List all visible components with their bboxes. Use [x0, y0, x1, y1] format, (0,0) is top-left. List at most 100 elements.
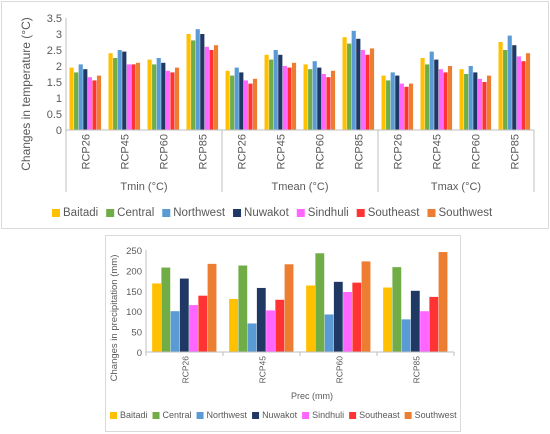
bar-central-rcp45 — [238, 265, 248, 352]
bar-southwest-rcp85 — [369, 48, 375, 130]
category-label: RCP85 — [354, 134, 366, 169]
y-tick-label: 100 — [126, 307, 142, 318]
bar-sindhuli-rcp45 — [126, 64, 131, 130]
category-label: RCP26 — [181, 356, 191, 384]
group-label-tmean-c: Tmean (°C) — [272, 181, 329, 193]
bar-northwest-rcp45 — [247, 323, 257, 352]
legend-item-southwest: Southwest — [404, 410, 458, 420]
bar-sindhuli-rcp85 — [516, 56, 521, 130]
bar-northwest-rcp60 — [324, 314, 334, 352]
bar-central-rcp26 — [230, 75, 235, 130]
legend-item-northwest: Northwest — [196, 410, 248, 420]
bar-central-rcp85 — [347, 43, 352, 130]
bar-southwest-rcp45 — [447, 66, 453, 130]
bar-southeast-rcp45 — [287, 67, 292, 130]
bar-baitadi-rcp85 — [498, 42, 503, 130]
precipitation-y-axis-title: Changes in precipitation (mm) — [109, 255, 120, 382]
bar-baitadi-rcp45 — [229, 298, 238, 352]
bar-southwest-rcp60 — [361, 261, 371, 352]
bar-sindhuli-rcp45 — [266, 310, 275, 352]
bar-sindhuli-rcp85 — [204, 46, 209, 130]
legend-label: Sindhuli — [312, 410, 344, 420]
legend-item-baitadi: Baitadi — [52, 207, 98, 219]
legend-label: Northwest — [173, 207, 226, 219]
legend-swatch — [106, 209, 115, 217]
bar-southwest-rcp26 — [207, 263, 217, 352]
legend-swatch — [152, 412, 160, 419]
bar-southeast-rcp26 — [92, 80, 97, 130]
category-label: RCP45 — [276, 134, 288, 169]
bar-sindhuli-rcp60 — [477, 78, 482, 130]
legend-label: Southeast — [359, 410, 400, 420]
category-label: RCP85 — [412, 356, 422, 384]
bar-southeast-rcp45 — [275, 299, 285, 352]
bar-sindhuli-rcp26 — [243, 80, 248, 130]
bar-nuwakot-rcp26 — [395, 75, 400, 130]
category-label: RCP85 — [198, 134, 210, 169]
bar-southwest-rcp26 — [96, 75, 102, 130]
legend-swatch — [110, 412, 117, 419]
bar-southwest-rcp85 — [213, 45, 219, 131]
bar-southwest-rcp26 — [252, 78, 258, 130]
legend-swatch — [52, 209, 60, 217]
y-tick-label: 200 — [126, 266, 142, 277]
bar-baitadi-rcp26 — [69, 67, 74, 130]
y-tick-label: 50 — [131, 328, 142, 339]
bar-southeast-rcp60 — [326, 77, 331, 130]
category-label: RCP85 — [510, 134, 522, 169]
bar-northwest-rcp26 — [390, 72, 395, 130]
category-label: RCP60 — [335, 356, 345, 384]
bar-sindhuli-rcp45 — [438, 69, 443, 130]
bar-sindhuli-rcp85 — [420, 311, 429, 352]
bar-northwest-rcp45 — [273, 50, 278, 130]
legend-swatch — [252, 412, 260, 419]
y-tick-label: 1 — [56, 93, 62, 105]
bar-southeast-rcp85 — [365, 54, 370, 130]
legend-swatch — [349, 412, 357, 419]
bar-northwest-rcp60 — [312, 61, 317, 131]
bar-southwest-rcp45 — [291, 62, 297, 130]
legend-item-central: Central — [106, 207, 154, 219]
temperature-chart-panel: Changes in temperature (°C) 0 0.5 1 1.5 2 2.5… — [1, 1, 549, 229]
bar-central-rcp26 — [386, 80, 391, 130]
bar-central-rcp26 — [161, 267, 171, 352]
bar-baitadi-rcp26 — [152, 283, 161, 352]
bar-baitadi-rcp26 — [225, 70, 230, 130]
y-tick-label: 1.5 — [47, 77, 62, 89]
legend-swatch — [196, 412, 204, 419]
bar-central-rcp60 — [464, 74, 469, 130]
legend-item-sindhuli: Sindhuli — [296, 207, 349, 219]
bar-southwest-rcp60 — [330, 70, 336, 130]
bar-nuwakot-rcp26 — [83, 69, 88, 130]
bar-nuwakot-rcp45 — [434, 59, 439, 130]
bar-northwest-rcp60 — [468, 66, 473, 130]
bar-nuwakot-rcp85 — [410, 290, 420, 352]
bar-northwest-rcp26 — [234, 67, 239, 130]
bar-nuwakot-rcp26 — [179, 278, 189, 352]
category-label: RCP26 — [393, 134, 405, 169]
bar-nuwakot-rcp60 — [473, 72, 478, 130]
bar-baitadi-rcp60 — [147, 59, 152, 130]
bar-baitadi-rcp85 — [383, 287, 392, 352]
bar-central-rcp45 — [425, 64, 430, 130]
y-tick-label: 0 — [56, 125, 62, 137]
legend-label: Southwest — [415, 410, 458, 420]
bar-central-rcp60 — [152, 64, 157, 130]
bar-central-rcp85 — [503, 50, 508, 130]
bar-southeast-rcp45 — [443, 72, 448, 130]
legend-item-central: Central — [152, 410, 192, 420]
legend-swatch — [302, 412, 310, 419]
temperature-y-axis-title: Changes in temperature (°C) — [19, 17, 33, 171]
bar-northwest-rcp45 — [429, 51, 434, 130]
bar-central-rcp60 — [315, 253, 325, 352]
bar-baitadi-rcp45 — [108, 53, 113, 131]
precipitation-x-axis-title: Prec (mm) — [291, 391, 333, 401]
bar-baitadi-rcp45 — [420, 58, 425, 130]
bar-sindhuli-rcp45 — [282, 66, 287, 130]
bar-baitadi-rcp60 — [459, 69, 464, 130]
category-label: RCP26 — [81, 134, 93, 169]
bar-central-rcp45 — [113, 58, 118, 130]
bar-nuwakot-rcp60 — [161, 62, 166, 130]
category-label: RCP60 — [315, 134, 327, 169]
category-label: RCP45 — [432, 134, 444, 169]
